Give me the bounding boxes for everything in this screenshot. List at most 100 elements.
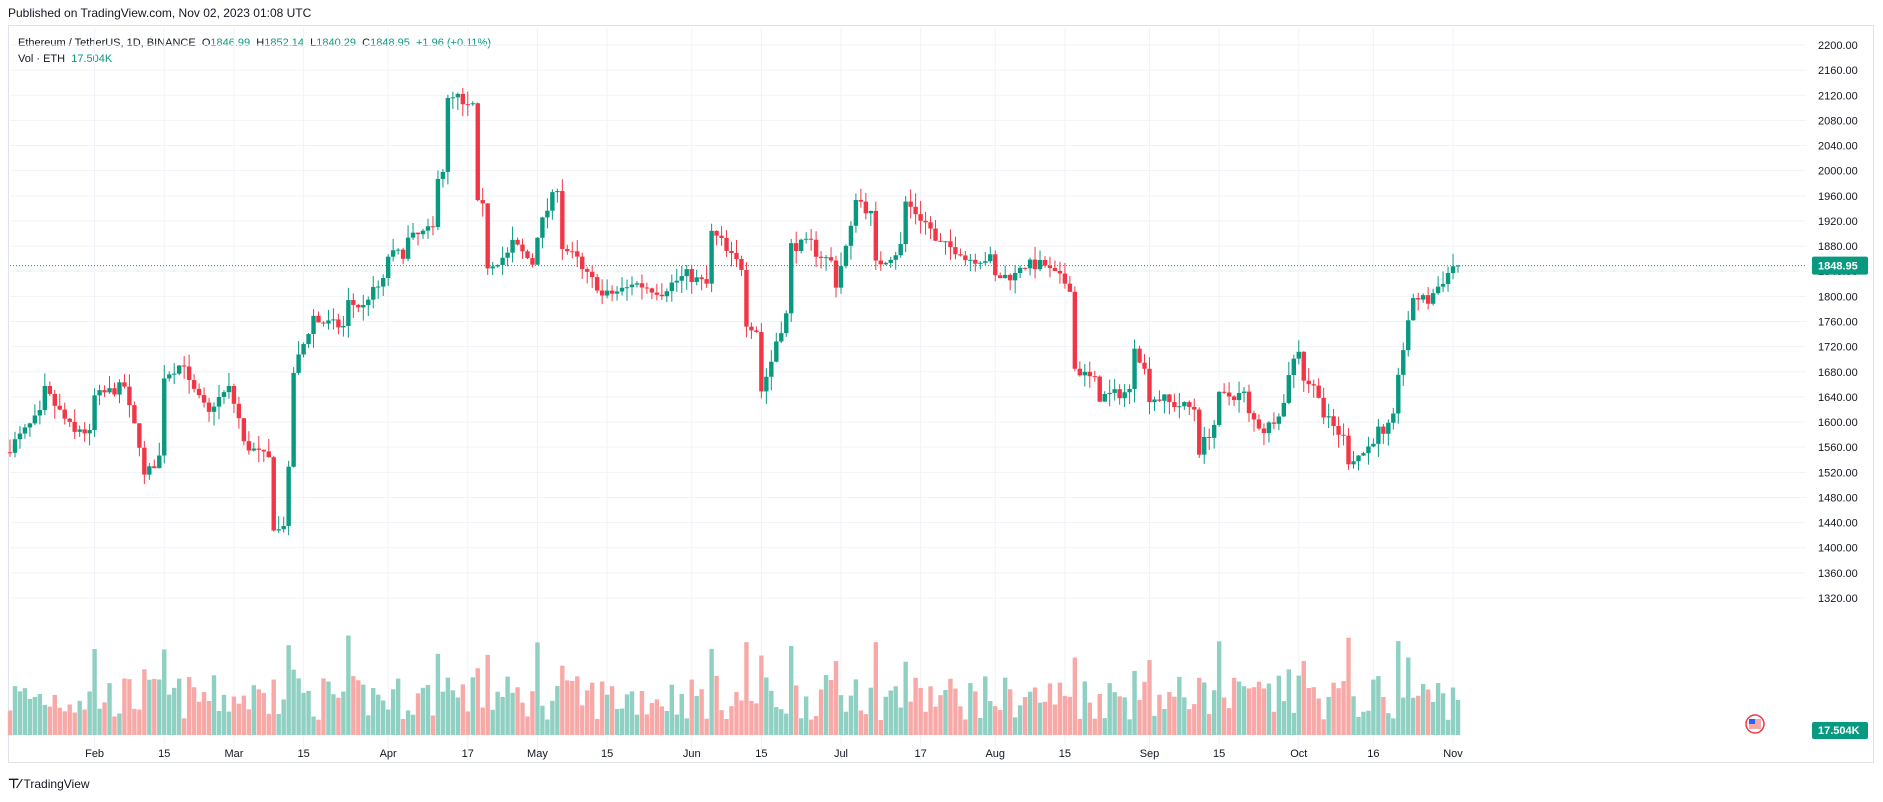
volume-label[interactable]: Vol · ETH [18,53,66,65]
volume-bar [769,690,774,735]
volume-bar [913,677,918,735]
volume-bar [316,719,321,735]
candle-body [714,230,719,236]
volume-bar [450,690,456,735]
y-tick-label: 2200.00 [1818,40,1858,52]
volume-bar [196,701,202,735]
volume-bar [903,661,908,735]
volume-bar [1341,681,1346,735]
candle-body [619,287,625,292]
candle-body [97,390,102,396]
y-tick-label: 1520.00 [1818,467,1858,479]
volume-bar [147,679,152,735]
candle-body [649,288,655,293]
volume-bar [1256,681,1262,735]
candle-body [883,262,888,265]
x-tick-label: Nov [1443,748,1463,760]
candle-body [1137,348,1142,363]
candle-body [475,103,480,201]
volume-bar [550,700,555,735]
candle-body [878,260,883,265]
candle-body [540,217,545,238]
volume-bar [1122,697,1127,735]
candle-body [793,243,799,251]
volume-bar [818,689,824,735]
volume-bar [754,703,759,735]
candle-body [1211,424,1217,438]
candle-body [1236,392,1242,401]
candle-body [162,378,167,456]
volume-bar [162,649,167,735]
candle-body [664,291,670,297]
candle-body [913,206,918,215]
x-tick-label: 16 [1367,748,1379,760]
candle-body [868,210,874,214]
volume-bar [1002,677,1008,735]
candle-body [1396,374,1401,414]
volume-bar [167,694,172,735]
last-price-text: 1848.95 [1818,261,1858,273]
volume-bar [1047,683,1053,735]
candle-body [1012,272,1018,281]
volume-bar [575,676,580,735]
x-tick-label: Feb [85,748,104,760]
symbol-label[interactable]: Ethereum / TetherUS, 1D, BINANCE [18,37,196,49]
candle-body [142,447,147,475]
volume-bar [395,678,401,735]
candle-body [450,97,456,99]
published-note: Published on TradingView.com, Nov 02, 20… [8,6,312,20]
x-tick-label: Mar [224,748,243,760]
volume-bar [87,691,92,735]
candle-body [674,280,679,283]
candle-body [1157,399,1162,401]
volume-bar [1187,709,1192,735]
candle-body [1022,267,1028,269]
volume-bar [520,702,525,735]
y-tick-label: 2040.00 [1818,141,1858,153]
volume-bar [281,699,286,735]
volume-bar [565,680,570,735]
volume-bar [455,697,461,735]
candle-body [1291,358,1296,376]
volume-bar [1361,711,1366,735]
volume-bar [505,676,510,735]
volume-bar [122,678,127,735]
volume-bar [803,696,809,735]
volume-bar [988,701,993,735]
tradingview-logo-icon: ⊤⁄ [8,776,20,791]
volume-bar [943,689,948,735]
candle-body [1276,416,1282,424]
volume-bar [545,719,550,735]
volume-bar [57,707,62,735]
volume-bar [1067,696,1073,735]
volume-bar [376,694,381,735]
volume-bar [1062,695,1068,735]
volume-bar [619,708,625,735]
y-tick-label: 1760.00 [1818,317,1858,329]
candle-body [331,319,336,321]
candle-body [510,239,515,253]
x-tick-label: May [527,748,548,760]
volume-bar [241,695,247,735]
candle-body [1177,406,1182,408]
candle-body [390,250,396,257]
candle-body [659,294,665,297]
volume-bar [644,714,650,735]
candle-body [1007,274,1013,281]
volume-bar [1440,693,1446,735]
y-tick-label: 2000.00 [1818,166,1858,178]
volume-bar [211,675,217,735]
volume-bar [704,718,709,735]
candle-body [356,304,361,308]
volume-bar [7,710,13,735]
candle-body [1162,394,1167,401]
volume-bar [1017,705,1023,735]
footer-brand[interactable]: ⊤⁄ TradingView [8,776,90,792]
candle-body [186,366,192,381]
volume-bar [1157,694,1162,735]
x-tick-label: Oct [1290,748,1307,760]
volume-bar [1401,697,1406,735]
volume-bar [430,715,436,735]
candle-body [380,277,386,287]
